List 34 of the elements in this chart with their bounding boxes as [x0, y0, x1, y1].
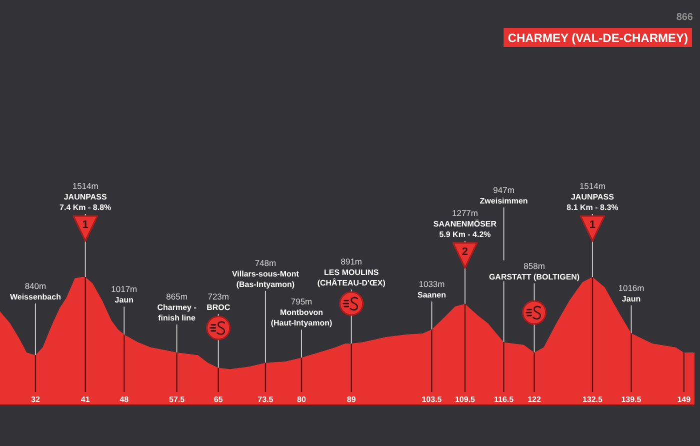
ref-line-label: 840m Weissenbach — [10, 280, 62, 302]
x-tick-label: 103.5 — [422, 395, 442, 404]
x-tick-label: 149 — [677, 395, 692, 404]
x-tick-label: 109.5 — [454, 395, 476, 404]
x-tick-label: 80 — [297, 395, 306, 404]
x-tick-label: 57.5 — [169, 395, 186, 404]
x-tick-label: 116.5 — [494, 395, 514, 404]
x-tick-label: 139.5 — [621, 395, 642, 404]
x-tick-label: 89 — [346, 395, 356, 404]
chart-subtitle: 866 — [676, 12, 694, 23]
ref-line-label: 1277m SAANENMÖSER 5.9 Km - 4.2% — [433, 208, 497, 239]
x-tick-label: 65 — [214, 395, 224, 404]
chart-title: CHARMEY (VAL-DE-CHARMEY) — [508, 31, 688, 45]
x-tick-label: 132.5 — [582, 395, 604, 404]
text: 1 — [589, 219, 596, 231]
text: 1 — [82, 219, 88, 231]
ref-line-label: 1033m Saanen — [418, 278, 446, 300]
ref-line-label: 723m BROC — [206, 291, 230, 312]
ref-line-label: 1016m Jaun — [618, 282, 644, 304]
ref-line-label: 947m Zweisimmen — [480, 184, 528, 206]
ref-line-label: 748m Villars-sous-Mont (Bas-Intyamon) — [232, 258, 300, 289]
ref-line-label: 1017m Jaun — [111, 284, 138, 305]
x-tick-label: 122 — [528, 395, 542, 404]
ref-line-label: 1514m JAUNPASS 8.1 Km - 8.3% — [566, 181, 618, 212]
x-tick-label: 48 — [120, 395, 130, 404]
x-tick-label: 32 — [31, 395, 40, 404]
x-tick-label: 41 — [80, 395, 90, 404]
ref-line-label: 795m Montbovon (Haut-Intyamon) — [270, 296, 332, 328]
x-tick-label: 73.5 — [258, 395, 274, 404]
ref-line-label: 891m LES MOULINS (CHÂTEAU-D'ŒX) — [317, 256, 386, 288]
ref-line-label: 865m Charmey - finish line — [157, 292, 197, 323]
ref-line-label: 858m GARSTATT (BOLTIGEN) — [488, 260, 580, 282]
text: 2 — [462, 246, 468, 258]
ref-line-label: 1514m JAUNPASS 7.4 Km - 8.8% — [60, 181, 112, 212]
